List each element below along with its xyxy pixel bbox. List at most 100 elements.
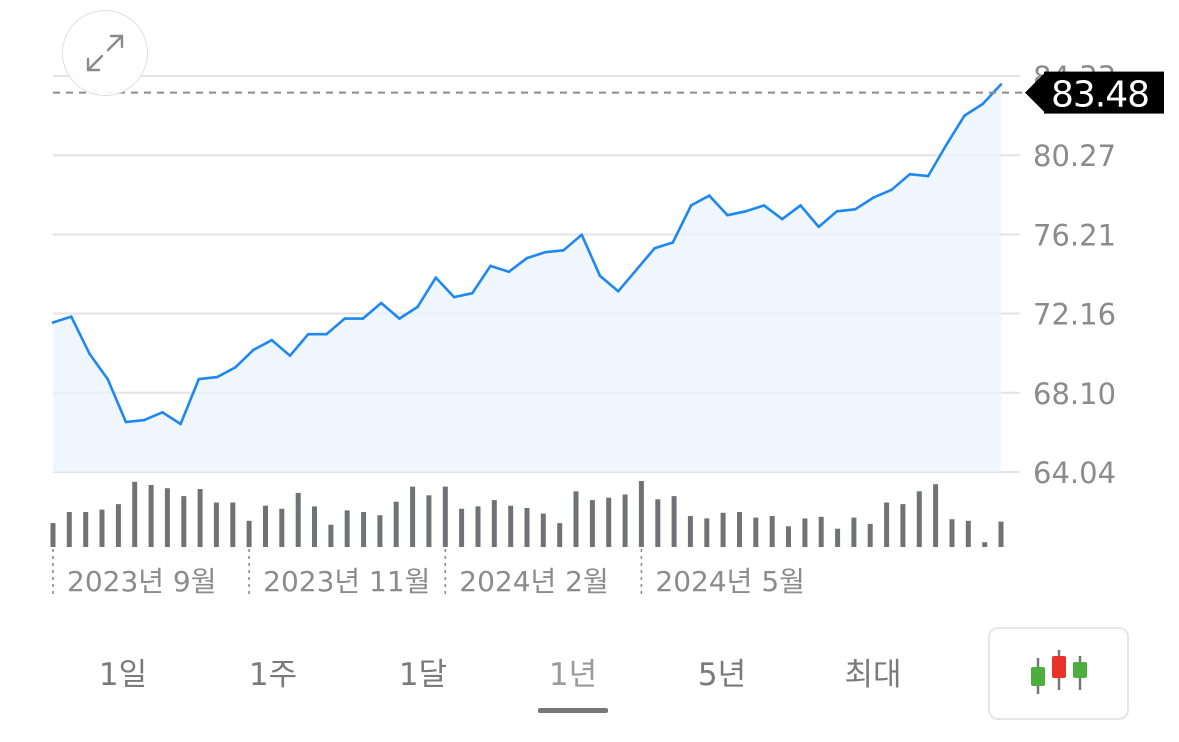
range-tab-6[interactable]: 최대 bbox=[844, 657, 902, 693]
candlestick-icon bbox=[1030, 649, 1087, 694]
chart-type-button[interactable] bbox=[988, 627, 1129, 720]
volume-bar bbox=[835, 528, 841, 547]
price-point bbox=[106, 377, 109, 381]
price-point bbox=[635, 268, 638, 272]
volume-bar bbox=[295, 492, 301, 547]
price-point bbox=[963, 114, 966, 117]
volume-bar bbox=[377, 515, 383, 547]
current-price-tag bbox=[1044, 71, 1164, 114]
volume-bar bbox=[246, 520, 252, 547]
volume-bar bbox=[884, 502, 890, 547]
y-tick-label: 72.16 bbox=[1033, 298, 1116, 332]
volume-bar bbox=[573, 491, 579, 547]
price-point bbox=[379, 301, 383, 305]
price-point bbox=[161, 411, 164, 414]
volume-bar bbox=[132, 481, 138, 547]
volume-bar bbox=[50, 523, 56, 547]
volume-bar bbox=[213, 502, 219, 547]
price-point bbox=[999, 83, 1003, 86]
volume-bar bbox=[802, 518, 808, 547]
price-point bbox=[598, 274, 602, 278]
volume-bar bbox=[459, 508, 465, 547]
price-point bbox=[817, 225, 820, 229]
price-point bbox=[142, 418, 146, 422]
price-point bbox=[124, 420, 128, 424]
price-point bbox=[471, 291, 474, 295]
volume-bar bbox=[66, 512, 72, 547]
price-point bbox=[288, 354, 292, 358]
price-point bbox=[252, 348, 255, 352]
volume-bar bbox=[606, 497, 612, 547]
volume-bar bbox=[491, 500, 497, 547]
volume-bar bbox=[622, 494, 628, 547]
price-point bbox=[197, 377, 201, 381]
price-point bbox=[671, 241, 675, 244]
range-tab-4[interactable]: 1년 bbox=[518, 640, 628, 713]
x-tick-label: 2024년 5월 bbox=[655, 565, 805, 598]
x-tick-label: 2023년 9월 bbox=[67, 565, 217, 598]
expand-button[interactable] bbox=[62, 10, 148, 96]
price-point bbox=[69, 315, 73, 318]
price-point bbox=[51, 321, 55, 324]
volume-bar bbox=[998, 521, 1004, 547]
volume-bar bbox=[589, 500, 595, 547]
volume-bar bbox=[982, 542, 988, 547]
price-point bbox=[926, 174, 930, 178]
volume-bar bbox=[279, 508, 285, 547]
price-area-fill bbox=[53, 84, 1001, 473]
price-point bbox=[708, 194, 711, 197]
price-point bbox=[835, 210, 839, 213]
current-price-label: 83.48 bbox=[1051, 75, 1149, 116]
volume-bar bbox=[442, 486, 448, 547]
range-tab-2[interactable]: 1주 bbox=[248, 657, 298, 693]
volume-bar bbox=[361, 512, 367, 547]
volume-bar bbox=[753, 517, 759, 547]
volume-bar bbox=[181, 496, 187, 547]
y-tick-label: 68.10 bbox=[1033, 377, 1116, 411]
volume-bar bbox=[557, 523, 563, 547]
price-point bbox=[908, 172, 912, 176]
price-point bbox=[434, 276, 438, 279]
y-tick-label: 76.21 bbox=[1033, 218, 1116, 252]
price-point bbox=[507, 270, 511, 274]
volume-bar bbox=[737, 512, 742, 547]
volume-bar bbox=[704, 518, 710, 547]
price-line-group bbox=[51, 83, 1003, 426]
volume-bar bbox=[312, 506, 317, 547]
price-point bbox=[416, 305, 419, 309]
volume-bar bbox=[916, 491, 922, 547]
volume-bar bbox=[540, 513, 546, 547]
volume-bar bbox=[410, 486, 416, 547]
price-point bbox=[234, 366, 237, 369]
price-point bbox=[726, 213, 729, 217]
range-tab-5[interactable]: 5년 bbox=[697, 657, 747, 693]
price-point bbox=[543, 250, 547, 254]
volume-bar bbox=[949, 519, 955, 547]
price-point bbox=[562, 249, 565, 252]
range-tab-1[interactable]: 1일 bbox=[98, 657, 148, 693]
price-point bbox=[744, 210, 748, 213]
price-point bbox=[981, 102, 985, 106]
volume-bar bbox=[197, 489, 203, 547]
range-tab-3[interactable]: 1달 bbox=[398, 657, 448, 693]
price-point bbox=[945, 143, 948, 147]
price-point bbox=[88, 352, 91, 356]
volume-bar bbox=[328, 524, 334, 547]
volume-bar bbox=[115, 504, 121, 547]
volume-bar bbox=[344, 510, 350, 547]
x-tick-label: 2024년 2월 bbox=[459, 565, 609, 598]
price-point bbox=[799, 204, 802, 207]
volume-bar bbox=[638, 481, 644, 547]
volume-bar bbox=[671, 496, 677, 547]
volume-bar bbox=[148, 485, 154, 547]
price-point bbox=[343, 317, 347, 320]
price-point bbox=[872, 196, 875, 199]
price-point bbox=[215, 375, 219, 379]
volume-bar bbox=[786, 526, 791, 547]
volume-bar bbox=[164, 488, 170, 547]
current-price-tag-group: 83.48 bbox=[53, 71, 1164, 116]
price-point bbox=[653, 247, 656, 250]
expand-arrows-icon bbox=[86, 34, 124, 72]
volume-bar bbox=[655, 499, 661, 547]
price-point bbox=[452, 295, 456, 299]
